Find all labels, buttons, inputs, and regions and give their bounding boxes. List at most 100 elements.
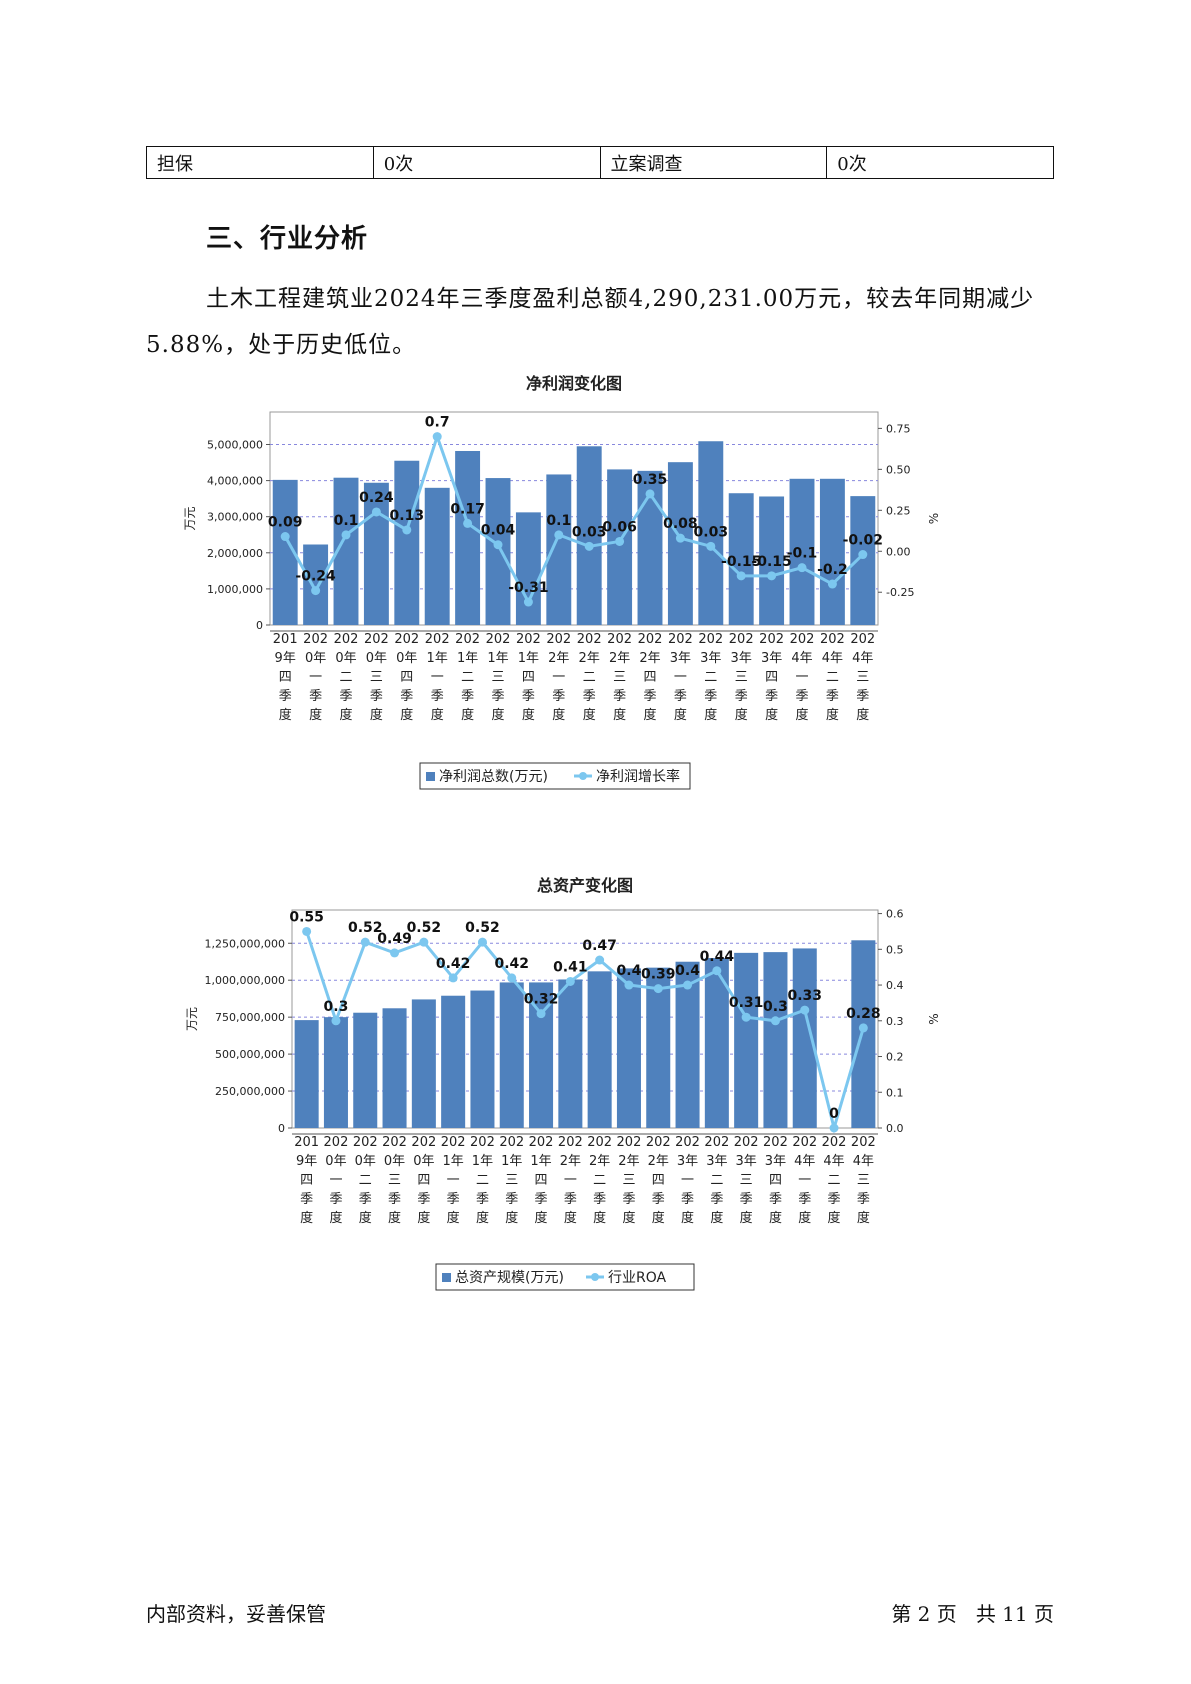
bar xyxy=(851,940,876,1128)
x-tick-label: 202 2年三季度 xyxy=(607,632,632,723)
data-label: -0.02 xyxy=(843,533,883,549)
chart-title: 净利润变化图 xyxy=(526,374,622,393)
plot-frame xyxy=(269,411,879,626)
x-tick-label: 202 2年二季度 xyxy=(587,1135,612,1226)
x-tick-label: 202 3年二季度 xyxy=(704,1135,729,1226)
y2-tick-label: 0.50 xyxy=(886,463,911,476)
chart-legend: 总资产规模(万元) 行业ROA xyxy=(435,1263,695,1291)
data-label: 0.28 xyxy=(846,1006,881,1022)
bar xyxy=(546,474,572,625)
legend-line-label: 净利润增长率 xyxy=(596,768,680,785)
data-label: 0.1 xyxy=(334,513,359,529)
bar xyxy=(704,958,729,1128)
bar xyxy=(734,952,759,1128)
line-point xyxy=(858,1023,868,1033)
legend-bar-label: 净利润总数(万元) xyxy=(439,769,548,785)
line-point xyxy=(767,571,777,581)
bar xyxy=(470,990,495,1128)
x-tick-label: 202 2年四季度 xyxy=(646,1135,671,1226)
bar xyxy=(789,478,815,625)
legend-line-label: 行业ROA xyxy=(608,1270,667,1286)
line-point xyxy=(419,937,429,947)
line-point xyxy=(645,489,655,499)
data-label: 0.52 xyxy=(465,920,500,936)
bar xyxy=(411,999,436,1128)
net-profit-chart: 净利润变化图 0 1,000,000 2,000,000 3,000,000 4,000,… xyxy=(180,374,980,835)
y2-tick-label: 0.6 xyxy=(886,908,904,921)
line-point xyxy=(360,937,370,947)
y-tick-label: 750,000,000 xyxy=(215,1011,285,1024)
data-label: 0.31 xyxy=(729,995,764,1011)
x-tick-label: 202 2年一季度 xyxy=(546,632,571,723)
legend-bar-label: 总资产规模(万元) xyxy=(455,1270,564,1286)
bar xyxy=(441,995,466,1128)
data-label: 0.1 xyxy=(546,513,571,529)
line-point xyxy=(624,980,634,990)
data-label: 0.04 xyxy=(481,523,516,539)
x-tick-label: 202 3年二季度 xyxy=(698,632,723,723)
x-tick-label: 201 9年四季度 xyxy=(273,632,298,723)
line-point xyxy=(683,980,693,990)
line-point xyxy=(829,1123,839,1133)
chart-svg: 净利润变化图 0 1,000,000 2,000,000 3,000,000 4,000,… xyxy=(183,374,941,790)
data-label: 0.7 xyxy=(425,415,450,431)
legend-line-marker xyxy=(591,1273,599,1281)
bar xyxy=(303,544,329,625)
x-tick-label: 202 4年一季度 xyxy=(792,1135,817,1226)
footer-confidential-note: 内部资料，妥善保管 xyxy=(146,1602,326,1626)
data-label: 0.39 xyxy=(641,967,676,983)
bar xyxy=(382,1008,407,1128)
line-point xyxy=(675,533,685,543)
line-point xyxy=(463,518,473,528)
y2-tick-label: 0.00 xyxy=(886,545,911,558)
line-point xyxy=(311,586,321,596)
y2-tick-label: 0.2 xyxy=(886,1051,904,1064)
line-point xyxy=(584,541,594,551)
line-point xyxy=(800,1005,810,1015)
bar xyxy=(424,487,450,625)
bar xyxy=(515,512,541,625)
x-tick-label: 202 1年二季度 xyxy=(470,1135,495,1226)
data-label: 0.08 xyxy=(663,516,698,532)
legend-bar-swatch xyxy=(442,1273,451,1282)
data-label: -0.15 xyxy=(751,554,791,570)
x-tick-label: 202 3年一季度 xyxy=(668,632,693,723)
x-tick-label: 202 2年三季度 xyxy=(617,1135,642,1226)
y-tick-label: 1,000,000,000 xyxy=(205,974,285,987)
y-tick-label: 500,000,000 xyxy=(215,1048,285,1061)
chart-svg: 总资产变化图 0 250,000,000 500,000,000 750,000,000… xyxy=(185,876,941,1291)
bar xyxy=(819,478,845,625)
x-tick-label: 202 4年二季度 xyxy=(822,1135,847,1226)
x-tick-label: 202 4年一季度 xyxy=(790,632,815,723)
line-point xyxy=(536,1009,546,1019)
line-point xyxy=(741,1012,751,1022)
line-point xyxy=(448,973,458,983)
line-point xyxy=(280,532,290,542)
line-point xyxy=(706,541,716,551)
bar xyxy=(323,1017,348,1128)
y-tick-label: 0 xyxy=(256,619,263,632)
data-label: 0.09 xyxy=(268,515,303,531)
y-tick-label: 250,000,000 xyxy=(215,1085,285,1098)
data-label: 0.41 xyxy=(553,959,588,975)
line-point xyxy=(507,973,517,983)
x-tick-label: 202 0年三季度 xyxy=(382,1135,407,1226)
bar xyxy=(850,496,876,625)
bar xyxy=(558,979,583,1128)
y-tick-label: 4,000,000 xyxy=(207,475,263,488)
series-line xyxy=(305,930,865,1134)
y-tick-label: 5,000,000 xyxy=(207,438,263,451)
x-tick-label: 202 0年二季度 xyxy=(334,632,359,723)
y2-axis-label: % xyxy=(927,513,941,524)
line-point xyxy=(827,579,837,589)
legend-bar-swatch xyxy=(426,772,435,781)
footer-page-number: 第 2 页 共 11 页 xyxy=(891,1602,1054,1626)
info-table: 担保 0次 立案调查 0次 xyxy=(146,146,1054,179)
x-tick-label: 202 3年三季度 xyxy=(734,1135,759,1226)
y2-tick-label: 0.1 xyxy=(886,1086,904,1099)
chart-legend: 净利润总数(万元) 净利润增长率 xyxy=(419,762,691,790)
bar xyxy=(616,968,641,1128)
data-label: 0.49 xyxy=(377,931,412,947)
x-tick-label: 202 3年四季度 xyxy=(759,632,784,723)
line-point xyxy=(736,571,746,581)
